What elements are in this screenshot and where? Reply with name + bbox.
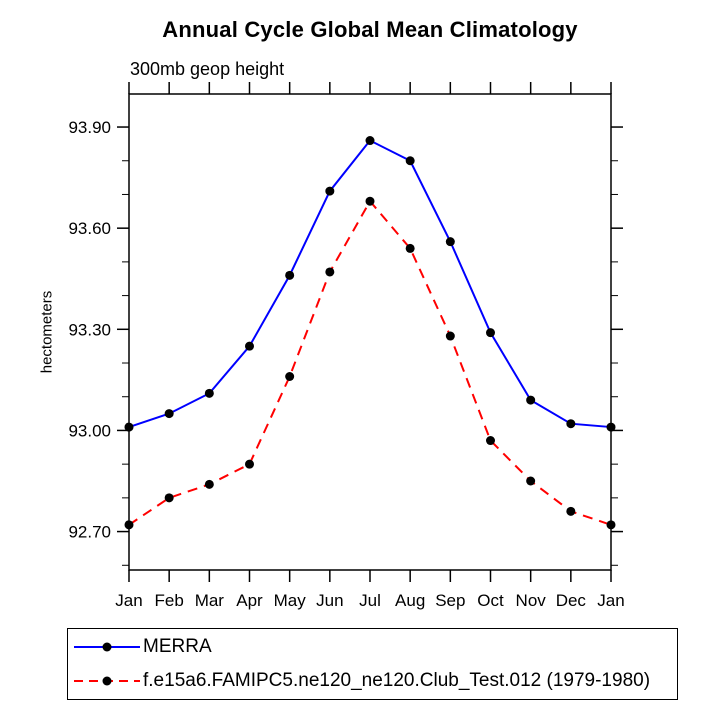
y-tick-label: 93.30 [68, 320, 111, 339]
data-point-marker [204, 388, 214, 398]
data-point-marker [245, 459, 254, 469]
x-tick-label: Feb [155, 591, 184, 610]
x-tick-label: Jul [359, 591, 381, 610]
data-point-marker [405, 156, 415, 166]
series-line-1 [128, 199, 612, 526]
data-point-marker [445, 237, 455, 247]
data-point-marker [566, 506, 576, 516]
data-point-marker [405, 243, 415, 253]
x-tick-label: Mar [195, 591, 225, 610]
x-tick-label: Apr [236, 591, 263, 610]
x-tick-label: Sep [435, 591, 465, 610]
merra-line-sample-icon [74, 642, 140, 652]
data-point-marker [164, 493, 174, 503]
model-dashed-line-sample-icon [74, 676, 140, 686]
data-point-marker [486, 436, 495, 446]
x-tick-label: Nov [516, 591, 547, 610]
series-1 [124, 196, 616, 530]
series-line-0 [128, 139, 612, 429]
legend-label-model: f.e15a6.FAMIPC5.ne120_ne120.Club_Test.01… [143, 669, 651, 691]
x-axis-ticks: Jan Feb Mar Apr May Jun Jul Aug Sep Oct Nov Dec Jan [115, 82, 625, 610]
legend-row-merra: MERRA [68, 632, 677, 662]
chart-title: Annual Cycle Global Mean Climatology [162, 17, 578, 42]
axis-frame [128, 93, 612, 571]
x-tick-label: May [274, 591, 307, 610]
series-0 [124, 136, 616, 432]
x-tick-label: Jun [316, 591, 343, 610]
chart-subtitle: 300mb geop height [130, 59, 285, 79]
y-tick-label: 93.90 [68, 118, 111, 137]
data-point-marker [204, 479, 214, 489]
data-point-marker [245, 341, 254, 351]
data-point-marker [164, 409, 174, 419]
data-point-marker [325, 186, 335, 196]
data-point-marker [606, 422, 616, 432]
data-point-marker [526, 395, 536, 405]
data-point-marker [606, 520, 616, 530]
data-point-marker [325, 267, 335, 277]
data-point-marker [124, 520, 134, 530]
legend-box: MERRA f.e15a6.FAMIPC5.ne120_ne120.Club_T… [67, 628, 678, 700]
data-point-marker [285, 270, 295, 280]
x-tick-label: Jan [115, 591, 142, 610]
x-tick-label: Oct [477, 591, 504, 610]
y-axis-ticks: 92.70 93.00 93.30 93.60 93.90 [68, 118, 623, 566]
y-tick-label: 93.60 [68, 219, 111, 238]
data-point-marker [566, 419, 576, 429]
data-point-marker [365, 196, 375, 206]
data-point-marker [124, 422, 134, 432]
data-point-marker [526, 476, 536, 486]
y-tick-label: 92.70 [68, 523, 111, 542]
legend-row-model: f.e15a6.FAMIPC5.ne120_ne120.Club_Test.01… [68, 666, 677, 696]
data-point-marker [285, 371, 295, 381]
x-tick-label: Dec [556, 591, 587, 610]
data-point-marker [486, 328, 495, 338]
data-point-marker [365, 136, 375, 146]
y-tick-label: 93.00 [68, 421, 111, 440]
data-point-marker [445, 331, 455, 341]
x-tick-label: Aug [395, 591, 425, 610]
legend-label-merra: MERRA [143, 636, 212, 658]
x-tick-label: Jan [597, 591, 624, 610]
